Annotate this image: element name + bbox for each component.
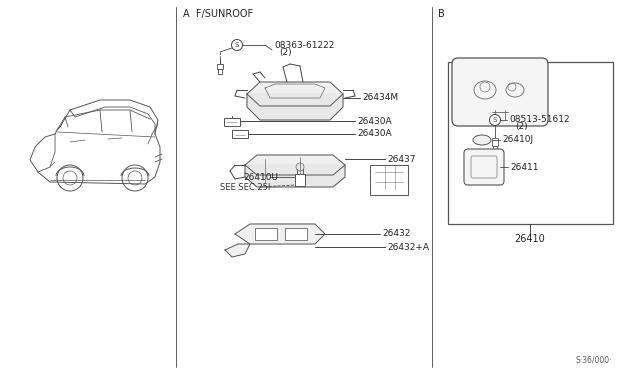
Polygon shape <box>245 165 345 187</box>
Text: 26410U: 26410U <box>243 173 278 182</box>
Text: 08363-61222: 08363-61222 <box>274 41 334 49</box>
Bar <box>224 118 240 126</box>
Text: 26430A: 26430A <box>357 129 392 138</box>
Ellipse shape <box>473 135 491 145</box>
Text: 26432: 26432 <box>382 230 410 238</box>
Text: 26410J: 26410J <box>502 135 533 144</box>
Text: 26410: 26410 <box>515 234 545 244</box>
FancyBboxPatch shape <box>464 149 504 185</box>
Text: B: B <box>438 9 445 19</box>
Text: A  F/SUNROOF: A F/SUNROOF <box>183 9 253 19</box>
Bar <box>448 62 613 224</box>
Bar <box>217 64 223 69</box>
Polygon shape <box>245 155 345 175</box>
Text: 26434M: 26434M <box>362 93 398 103</box>
Bar <box>255 228 277 240</box>
Text: 26430A: 26430A <box>357 116 392 125</box>
Text: 26437: 26437 <box>387 154 415 164</box>
Circle shape <box>232 39 243 51</box>
Text: S: S <box>493 117 497 123</box>
Circle shape <box>490 115 500 125</box>
Bar <box>285 228 307 240</box>
Text: (2): (2) <box>515 122 527 131</box>
Text: 26432+A: 26432+A <box>387 243 429 251</box>
Bar <box>492 138 498 146</box>
Text: S: S <box>235 42 239 48</box>
Text: 26411: 26411 <box>510 163 538 171</box>
Text: S·36/000·: S·36/000· <box>575 356 611 365</box>
Polygon shape <box>225 244 250 257</box>
Polygon shape <box>247 94 343 120</box>
Bar <box>218 69 222 74</box>
Bar <box>295 174 305 186</box>
Bar <box>232 130 248 138</box>
Bar <box>370 165 408 195</box>
FancyBboxPatch shape <box>452 58 548 126</box>
Bar <box>493 146 497 150</box>
Text: 08513-51612: 08513-51612 <box>509 115 570 125</box>
Text: (2): (2) <box>279 48 292 57</box>
Polygon shape <box>235 224 325 244</box>
Text: SEE SEC.25I: SEE SEC.25I <box>220 183 270 192</box>
Polygon shape <box>247 82 343 106</box>
